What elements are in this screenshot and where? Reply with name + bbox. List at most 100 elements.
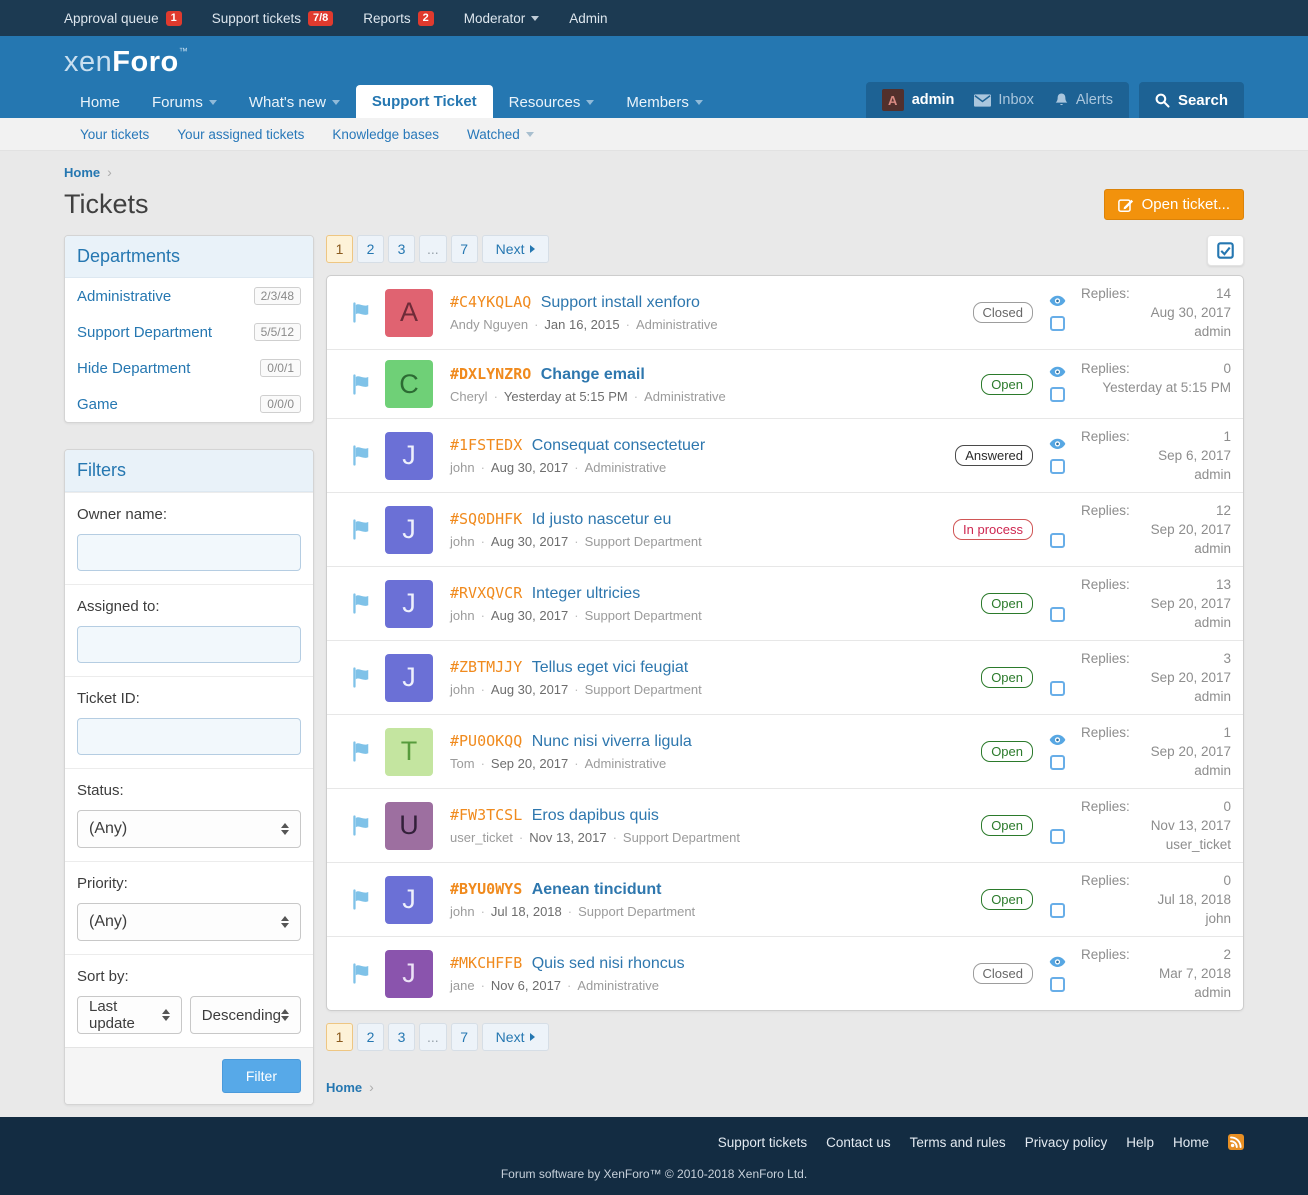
ticket-id-link[interactable]: #DXLYNZRO: [450, 364, 532, 383]
ticket-id-link[interactable]: #1FSTEDX: [450, 436, 523, 454]
avatar[interactable]: J: [385, 653, 433, 702]
page-button-1[interactable]: 1: [326, 1023, 353, 1051]
admin-link[interactable]: Admin: [569, 11, 607, 26]
inbox-link[interactable]: Inbox: [974, 92, 1034, 108]
ticket-title-link[interactable]: Tellus eget vici feugiat: [531, 659, 689, 676]
assigned-to-input[interactable]: [77, 626, 301, 663]
ticket-checkbox[interactable]: [1049, 315, 1065, 331]
ticket-title-link[interactable]: Id justo nascetur eu: [531, 511, 672, 528]
page-button-3[interactable]: 3: [388, 235, 415, 263]
ticket-checkbox[interactable]: [1049, 976, 1065, 992]
priority-select[interactable]: (Any): [77, 903, 301, 941]
ticket-checkbox[interactable]: [1049, 458, 1065, 474]
select-all-button[interactable]: [1207, 235, 1244, 266]
subnav-watched[interactable]: Watched: [467, 127, 534, 142]
avatar[interactable]: A: [385, 288, 433, 337]
avatar[interactable]: J: [385, 579, 433, 628]
ticket-id-link[interactable]: #FW3TCSL: [450, 806, 523, 824]
tab-forums[interactable]: Forums: [136, 86, 233, 118]
search-button[interactable]: Search: [1155, 92, 1228, 109]
account-menu[interactable]: A admin: [881, 89, 954, 111]
owner-name-input[interactable]: [77, 534, 301, 571]
page-button-3[interactable]: 3: [388, 1023, 415, 1051]
breadcrumb-home-link[interactable]: Home: [326, 1079, 363, 1095]
ticket-author-link[interactable]: Cheryl: [450, 388, 488, 404]
ticket-title-link[interactable]: Eros dapibus quis: [531, 807, 659, 824]
subnav-knowledge-bases[interactable]: Knowledge bases: [332, 127, 439, 142]
ticket-author-link[interactable]: john: [450, 460, 475, 475]
flag-icon[interactable]: [339, 740, 385, 763]
ticket-id-input[interactable]: [77, 718, 301, 755]
flag-icon[interactable]: [339, 518, 385, 541]
ticket-author-link[interactable]: Tom: [450, 756, 475, 771]
ticket-checkbox[interactable]: [1049, 532, 1065, 548]
moderator-menu[interactable]: Moderator: [464, 11, 540, 26]
support-tickets-link[interactable]: Support tickets 7/8: [212, 10, 334, 26]
page-button-2[interactable]: 2: [357, 235, 384, 263]
ticket-id-link[interactable]: #SQ0DHFK: [450, 510, 523, 528]
ticket-checkbox[interactable]: [1049, 828, 1065, 844]
flag-icon[interactable]: [339, 301, 385, 324]
footer-support-tickets-link[interactable]: Support tickets: [717, 1134, 808, 1150]
ticket-id-link[interactable]: #RVXQVCR: [450, 584, 523, 602]
filter-button[interactable]: Filter: [221, 1059, 301, 1093]
open-ticket-button[interactable]: Open ticket...: [1103, 189, 1244, 220]
ticket-id-link[interactable]: #PU0OKQQ: [450, 732, 523, 750]
flag-icon[interactable]: [339, 888, 385, 911]
footer-privacy-link[interactable]: Privacy policy: [1024, 1134, 1108, 1150]
sort-direction-select[interactable]: Descending: [189, 996, 301, 1034]
avatar[interactable]: J: [385, 431, 433, 480]
page-button-2[interactable]: 2: [357, 1023, 384, 1051]
flag-icon[interactable]: [339, 444, 385, 467]
tab-members[interactable]: Members: [610, 86, 719, 118]
ticket-title-link[interactable]: Change email: [540, 365, 645, 383]
tab-home[interactable]: Home: [64, 86, 136, 118]
tab-resources[interactable]: Resources: [493, 86, 611, 118]
reports-link[interactable]: Reports 2: [363, 10, 434, 26]
next-page-button[interactable]: Next: [481, 235, 550, 263]
page-button-1[interactable]: 1: [326, 235, 353, 263]
ticket-author-link[interactable]: john: [450, 682, 475, 697]
ticket-title-link[interactable]: Integer ultricies: [531, 585, 641, 602]
ticket-checkbox[interactable]: [1049, 754, 1065, 770]
flag-icon[interactable]: [339, 666, 385, 689]
department-link[interactable]: Support Department: [77, 323, 213, 341]
page-button-7[interactable]: 7: [450, 1023, 478, 1051]
avatar[interactable]: T: [385, 727, 433, 776]
ticket-id-link[interactable]: #ZBTMJJY: [450, 658, 523, 676]
flag-icon[interactable]: [339, 373, 385, 396]
subnav-your-tickets[interactable]: Your tickets: [80, 127, 149, 142]
flag-icon[interactable]: [339, 592, 385, 615]
avatar[interactable]: J: [385, 949, 433, 998]
department-link[interactable]: Hide Department: [77, 359, 191, 377]
ticket-title-link[interactable]: Consequat consectetuer: [531, 437, 706, 454]
ticket-id-link[interactable]: #BYU0WYS: [450, 880, 523, 898]
footer-home-link[interactable]: Home: [1172, 1134, 1209, 1150]
footer-help-link[interactable]: Help: [1126, 1134, 1154, 1150]
status-select[interactable]: (Any): [77, 810, 301, 848]
logo[interactable]: xenForo™: [64, 36, 1244, 79]
avatar[interactable]: J: [385, 505, 433, 554]
ticket-title-link[interactable]: Quis sed nisi rhoncus: [531, 955, 685, 972]
ticket-title-link[interactable]: Aenean tincidunt: [531, 881, 662, 898]
avatar[interactable]: U: [385, 801, 433, 850]
flag-icon[interactable]: [339, 814, 385, 837]
sort-field-select[interactable]: Last update: [77, 996, 182, 1034]
ticket-author-link[interactable]: user_ticket: [450, 830, 513, 845]
flag-icon[interactable]: [339, 962, 385, 985]
ticket-id-link[interactable]: #MKCHFFB: [450, 954, 523, 972]
footer-contact-us-link[interactable]: Contact us: [826, 1134, 891, 1150]
ticket-author-link[interactable]: john: [450, 534, 475, 549]
ticket-author-link[interactable]: Andy Nguyen: [450, 317, 529, 332]
page-button-7[interactable]: 7: [450, 235, 478, 263]
ticket-checkbox[interactable]: [1049, 387, 1065, 402]
footer-terms-link[interactable]: Terms and rules: [909, 1134, 1006, 1150]
ticket-author-link[interactable]: john: [450, 608, 475, 623]
avatar[interactable]: J: [385, 875, 433, 924]
avatar[interactable]: C: [385, 360, 433, 408]
ticket-checkbox[interactable]: [1049, 902, 1065, 918]
ticket-title-link[interactable]: Nunc nisi viverra ligula: [531, 733, 692, 750]
rss-button[interactable]: [1228, 1134, 1244, 1150]
subnav-your-assigned-tickets[interactable]: Your assigned tickets: [177, 127, 304, 142]
next-page-button[interactable]: Next: [481, 1023, 550, 1051]
